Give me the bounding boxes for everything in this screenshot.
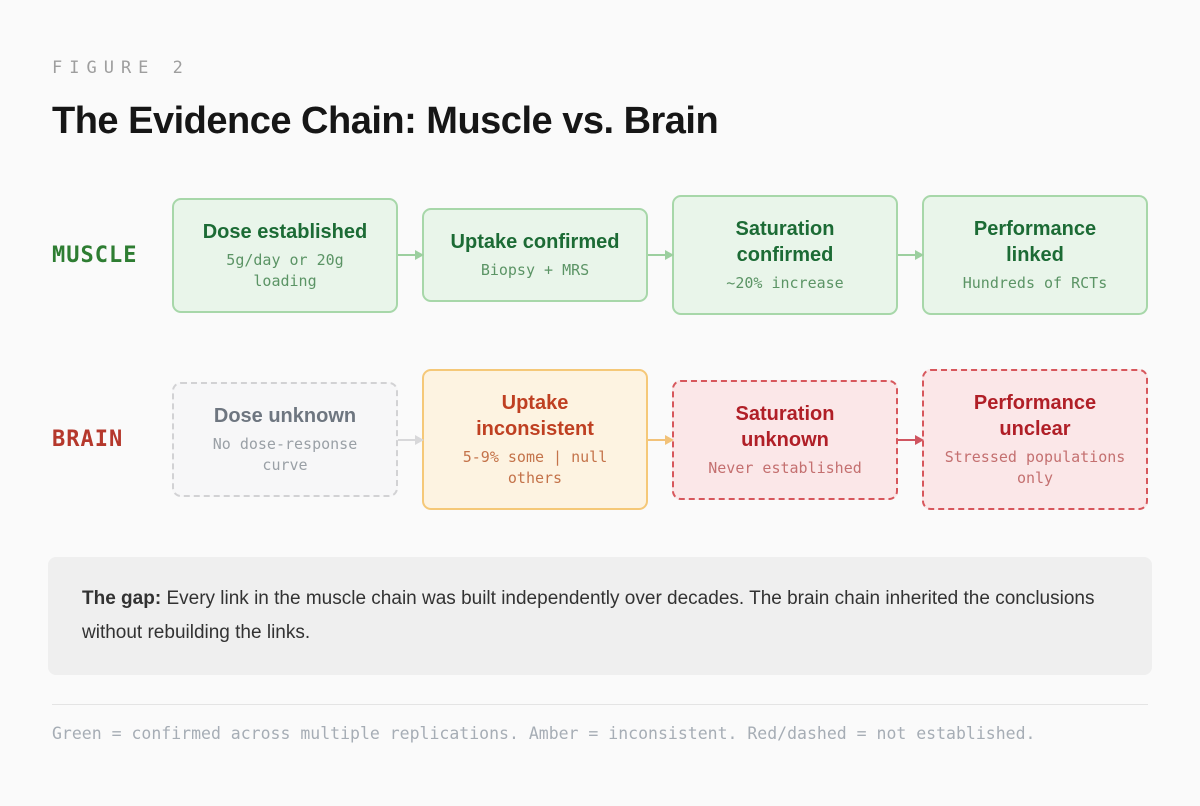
figure-label: FIGURE 2 [52, 58, 190, 78]
flow-arrow-icon [898, 250, 924, 260]
box-title: Performance linked [973, 218, 1097, 266]
gap-note-body: Every link in the muscle chain was built… [82, 588, 1095, 644]
muscle-box-2: Uptake confirmed Biopsy + MRS [422, 208, 648, 302]
divider [52, 704, 1148, 706]
box-title: Performance unclear [973, 392, 1097, 440]
figure-page: FIGURE 2 The Evidence Chain: Muscle vs. … [48, 0, 1152, 744]
box-subtitle: Never established [708, 458, 862, 477]
brain-box-4: Performance unclear Stressed populations … [922, 369, 1148, 510]
brain-chain-row: BRAIN Dose unknown No dose-response curve U… [52, 369, 1148, 510]
box-title: Dose unknown [213, 405, 357, 427]
flow-arrow-icon [898, 434, 924, 445]
box-subtitle: 5g/day or 20g loading [226, 250, 344, 290]
evidence-chain-diagram: MUSCLE Dose established 5g/day or 20g load… [52, 195, 1148, 510]
box-subtitle: Hundreds of RCTs [962, 274, 1108, 292]
brain-box-3: Saturation unknown Never established [672, 379, 898, 500]
box-title: Uptake confirmed [450, 231, 620, 253]
box-subtitle: Biopsy + MRS [480, 261, 590, 279]
muscle-chain-row: MUSCLE Dose established 5g/day or 20g load… [52, 195, 1148, 315]
flow-arrow-icon [648, 434, 674, 445]
muscle-box-4: Performance linked Hundreds of RCTs [922, 195, 1148, 315]
box-subtitle: ~20% increase [726, 274, 844, 292]
page-title: The Evidence Chain: Muscle vs. Brain [52, 100, 719, 142]
muscle-box-3: Saturation confirmed ~20% increase [672, 195, 898, 315]
gap-note: The gap: Every link in the muscle chain … [48, 557, 1152, 676]
flow-arrow-icon [648, 250, 674, 260]
flow-arrow-icon [398, 434, 424, 445]
box-subtitle: Stressed populations only [944, 448, 1126, 487]
brain-box-2: Uptake inconsistent 5-9% some | null othe… [422, 369, 648, 510]
gap-note-text: The gap: Every link in the muscle chain … [82, 582, 1102, 650]
box-title: Uptake inconsistent [476, 392, 594, 440]
box-subtitle: 5-9% some | null others [462, 448, 608, 487]
box-subtitle: No dose-response curve [212, 435, 358, 474]
flow-arrow-icon [398, 250, 424, 260]
box-title: Saturation unknown [735, 402, 835, 451]
box-title: Dose established [202, 220, 368, 243]
muscle-chain-label: MUSCLE [52, 242, 138, 268]
brain-chain-label: BRAIN [52, 427, 124, 452]
brain-box-1: Dose unknown No dose-response curve [172, 382, 398, 497]
legend-text: Green = confirmed across multiple replic… [52, 724, 1036, 744]
muscle-box-1: Dose established 5g/day or 20g loading [172, 197, 398, 313]
box-title: Saturation confirmed [735, 218, 835, 266]
gap-note-lead: The gap: [82, 588, 162, 609]
